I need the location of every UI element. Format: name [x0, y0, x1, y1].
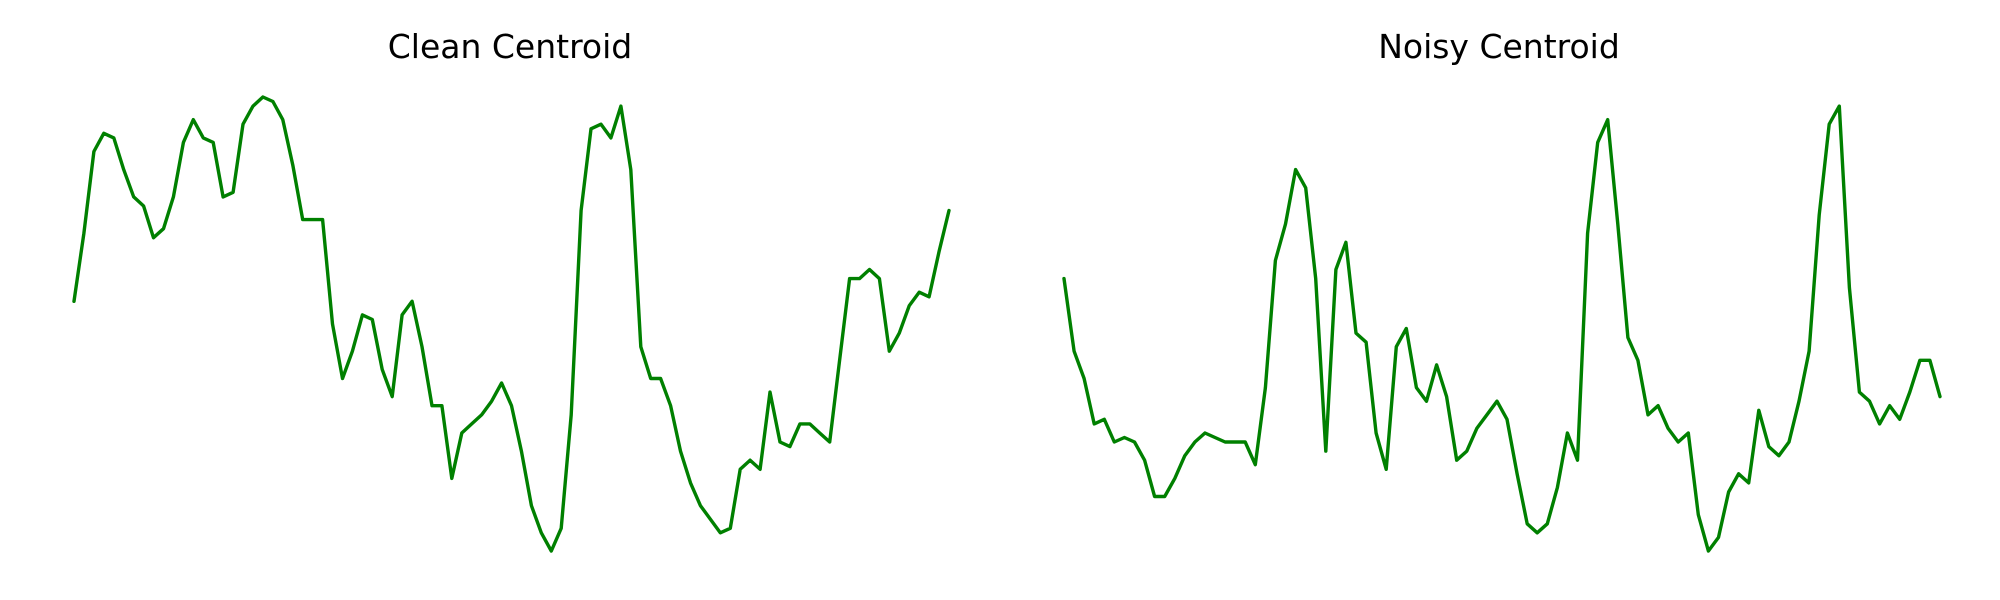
- noisy-centroid-series-line: [1062, 104, 1942, 553]
- clean-centroid-title: Clean Centroid: [388, 27, 633, 66]
- clean-centroid-series-line: [72, 95, 951, 553]
- noisy-centroid-title: Noisy Centroid: [1378, 27, 1620, 66]
- noisy-centroid-plot: [1062, 104, 1942, 553]
- clean-centroid-plot: [72, 95, 951, 553]
